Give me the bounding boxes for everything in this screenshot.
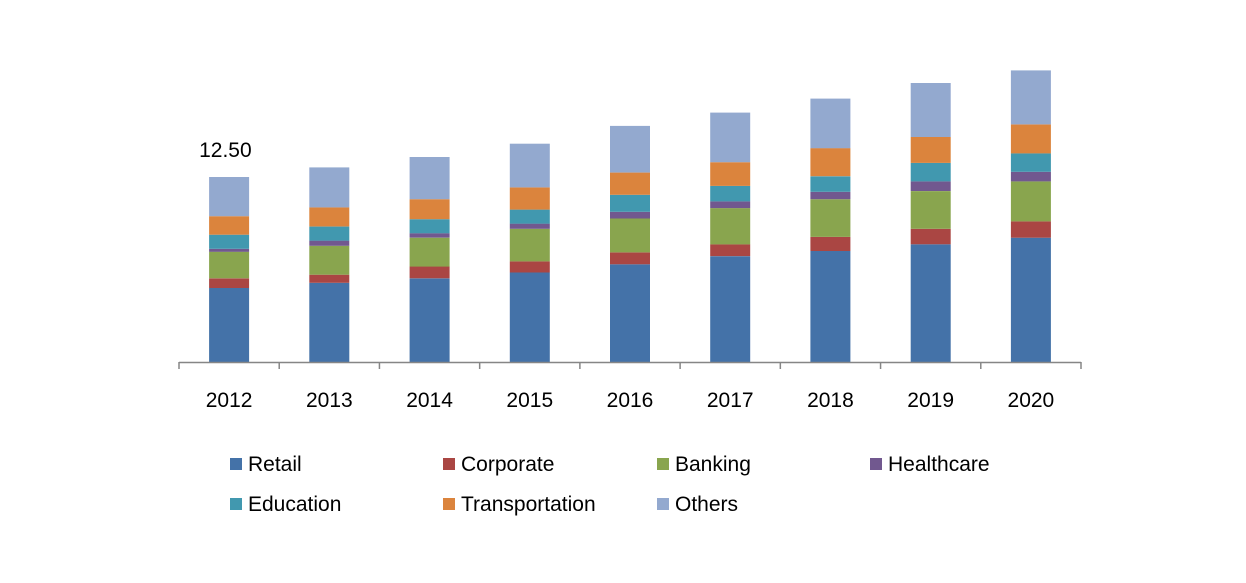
- legend-label-banking: Banking: [675, 453, 751, 476]
- x-axis: 2012 2013 2014 2015 2016 2017 2018 2019 2020: [178, 361, 1082, 412]
- legend: Retail Corporate Banking Healthcare Educatio…: [230, 453, 990, 516]
- bar-retail-2016: [610, 264, 650, 362]
- legend-label-corporate: Corporate: [461, 453, 554, 476]
- bar-education-2013: [309, 226, 350, 241]
- bar-corporate-2018: [810, 236, 851, 251]
- bar-education-2014: [409, 219, 450, 234]
- bar-corporate-2015: [509, 261, 550, 273]
- bar-others-2020: [1010, 70, 1051, 125]
- bar-retail-2013: [309, 282, 350, 362]
- plot-area: [209, 70, 1051, 362]
- bar-retail-2012: [209, 288, 250, 362]
- bar-corporate-2012: [209, 278, 250, 288]
- bar-corporate-2013: [309, 274, 350, 283]
- bar-banking-2012: [209, 251, 250, 279]
- bar-healthcare-2017: [710, 201, 751, 209]
- bar-retail-2014: [409, 278, 450, 362]
- bar-retail-2018: [810, 251, 851, 362]
- annotations: 12.50: [199, 139, 252, 162]
- bar-banking-2013: [309, 245, 350, 275]
- legend-swatch-others: [657, 498, 669, 510]
- bar-transportation-2013: [309, 207, 350, 227]
- bar-retail-2015: [509, 272, 550, 362]
- legend-swatch-retail: [230, 458, 242, 470]
- bar-others-2015: [509, 143, 550, 188]
- bar-banking-2020: [1010, 181, 1051, 222]
- bar-education-2018: [810, 176, 851, 192]
- legend-swatch-education: [230, 498, 242, 510]
- bar-corporate-2019: [910, 228, 951, 245]
- bar-others-2019: [910, 83, 951, 137]
- bar-education-2020: [1010, 153, 1051, 172]
- bar-transportation-2016: [610, 172, 650, 195]
- bar-healthcare-2016: [610, 211, 650, 219]
- bar-transportation-2017: [710, 162, 751, 186]
- bar-transportation-2015: [509, 187, 550, 210]
- bar-others-2018: [810, 98, 851, 149]
- bar-banking-2015: [509, 228, 550, 262]
- bar-healthcare-2013: [309, 240, 350, 246]
- bar-education-2019: [910, 162, 951, 182]
- bar-education-2017: [710, 185, 751, 202]
- bar-transportation-2020: [1010, 124, 1051, 154]
- bar-banking-2019: [910, 191, 951, 229]
- bar-healthcare-2015: [509, 223, 550, 229]
- legend-swatch-transportation: [443, 498, 455, 510]
- bar-transportation-2012: [209, 216, 250, 235]
- bar-banking-2018: [810, 199, 851, 237]
- bar-retail-2019: [910, 244, 951, 362]
- legend-swatch-healthcare: [870, 458, 882, 470]
- legend-label-retail: Retail: [248, 453, 302, 476]
- legend-swatch-corporate: [443, 458, 455, 470]
- bar-transportation-2019: [910, 137, 951, 163]
- bar-others-2013: [309, 167, 350, 208]
- bar-others-2016: [610, 125, 650, 173]
- bar-education-2015: [509, 209, 550, 224]
- legend-swatch-banking: [657, 458, 669, 470]
- bar-corporate-2016: [610, 252, 650, 265]
- bar-others-2017: [710, 112, 751, 163]
- bar-healthcare-2019: [910, 181, 951, 191]
- bar-transportation-2014: [409, 199, 450, 220]
- x-tick-label: 2017: [707, 389, 754, 412]
- bar-retail-2017: [710, 256, 751, 362]
- bar-corporate-2014: [409, 266, 450, 279]
- legend-label-others: Others: [675, 493, 738, 516]
- x-tick-label: 2013: [306, 389, 353, 412]
- bar-healthcare-2018: [810, 191, 851, 200]
- bar-others-2014: [409, 157, 450, 200]
- bar-banking-2016: [610, 218, 650, 253]
- bar-corporate-2017: [710, 244, 751, 257]
- bar-corporate-2020: [1010, 221, 1051, 238]
- legend-label-transportation: Transportation: [461, 493, 596, 516]
- x-tick-label: 2012: [206, 389, 253, 412]
- bar-healthcare-2014: [409, 233, 450, 238]
- legend-label-education: Education: [248, 493, 341, 516]
- bar-education-2016: [610, 194, 650, 212]
- data-label: 12.50: [199, 139, 252, 162]
- x-tick-label: 2018: [807, 389, 854, 412]
- bar-healthcare-2020: [1010, 171, 1051, 182]
- x-tick-label: 2019: [907, 389, 954, 412]
- bar-education-2012: [209, 234, 250, 249]
- bar-banking-2014: [409, 237, 450, 267]
- bar-retail-2020: [1010, 237, 1051, 362]
- x-tick-label: 2020: [1008, 389, 1055, 412]
- bar-healthcare-2012: [209, 248, 250, 252]
- x-tick-label: 2014: [406, 389, 453, 412]
- x-tick-label: 2016: [607, 389, 654, 412]
- legend-label-healthcare: Healthcare: [888, 453, 990, 476]
- bar-transportation-2018: [810, 148, 851, 177]
- bar-others-2012: [209, 177, 250, 217]
- x-tick-label: 2015: [506, 389, 553, 412]
- bar-banking-2017: [710, 208, 751, 245]
